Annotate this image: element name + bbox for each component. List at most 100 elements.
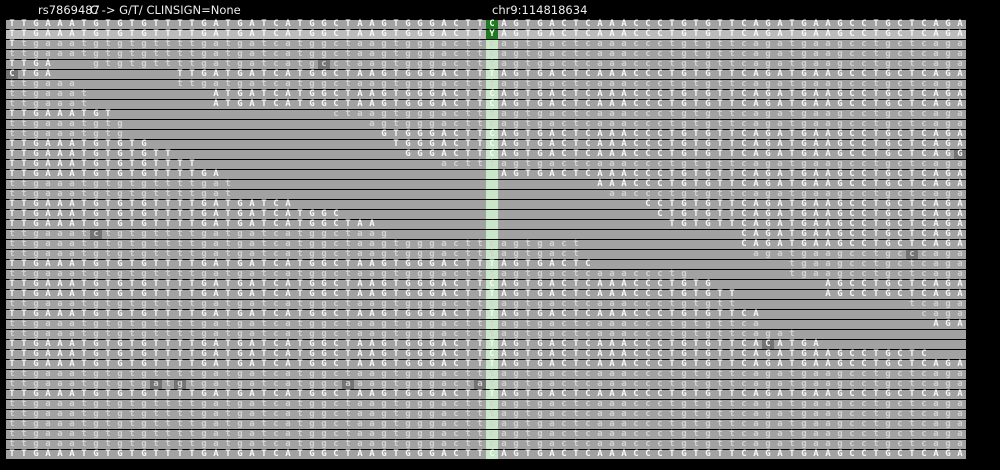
base-cell: c [582, 440, 594, 449]
base-cell: G [510, 150, 522, 159]
base-cell: t [462, 270, 474, 279]
base-cell: G [534, 260, 546, 269]
base-cell: a [750, 420, 762, 429]
base-cell: G [306, 280, 318, 289]
base-cell: t [342, 270, 354, 279]
base-cell: T [870, 90, 882, 99]
base-cell: G [414, 310, 426, 319]
base-cell: a [810, 430, 822, 439]
base-cell: C [270, 290, 282, 299]
base-cell: t [222, 80, 234, 89]
base-cell: c [738, 110, 750, 119]
base-cell: G [798, 230, 810, 239]
base-cell: a [594, 410, 606, 419]
base-cell: G [30, 450, 42, 459]
base-cell: T [6, 390, 18, 399]
base-cell: G [114, 170, 126, 179]
base-cell: G [702, 20, 714, 29]
base-cell: t [126, 60, 138, 69]
base-cell: A [594, 130, 606, 139]
base-cell: T [390, 140, 402, 149]
base-cell: T [690, 30, 702, 39]
base-cell: T [906, 170, 918, 179]
base-cell: A [246, 220, 258, 229]
base-cell: A [354, 260, 366, 269]
base-cell: g [942, 370, 954, 379]
base-cell: T [174, 360, 186, 369]
base-cell: c [846, 110, 858, 119]
base-cell: G [882, 150, 894, 159]
base-cell: g [510, 160, 522, 169]
base-cell: a [54, 40, 66, 49]
base-cell: G [306, 390, 318, 399]
base-cell: A [750, 150, 762, 159]
base-cell: T [162, 170, 174, 179]
base-cell: G [798, 220, 810, 229]
base-cell: T [786, 450, 798, 459]
base-cell: a [618, 410, 630, 419]
base-cell: t [786, 60, 798, 69]
base-cell: t [150, 50, 162, 59]
base-cell: G [426, 20, 438, 29]
base-cell: a [54, 440, 66, 449]
base-cell: G [138, 360, 150, 369]
base-cell: g [90, 380, 102, 389]
base-cell: g [114, 270, 126, 279]
base-cell: c [858, 370, 870, 379]
base-cell: G [510, 350, 522, 359]
base-cell: T [174, 350, 186, 359]
base-cell: g [378, 370, 390, 379]
variant-base-cell: T [486, 70, 498, 79]
base-cell: G [318, 340, 330, 349]
base-cell: T [150, 360, 162, 369]
base-cell: t [714, 300, 726, 309]
base-cell: T [18, 70, 30, 79]
base-cell: a [774, 430, 786, 439]
variant-base-cell [486, 170, 498, 179]
base-cell: g [378, 80, 390, 89]
base-cell: c [858, 400, 870, 409]
base-cell: a [954, 80, 966, 89]
base-cell: g [378, 440, 390, 449]
base-cell: a [366, 380, 378, 389]
base-cell: G [378, 100, 390, 109]
base-cell: c [270, 430, 282, 439]
base-cell: c [330, 380, 342, 389]
base-cell: c [858, 410, 870, 419]
base-cell: A [930, 30, 942, 39]
base-cell: a [438, 40, 450, 49]
base-cell: t [294, 440, 306, 449]
base-cell: c [630, 300, 642, 309]
base-cell: a [594, 380, 606, 389]
base-cell: C [846, 140, 858, 149]
base-cell: t [294, 430, 306, 439]
base-cell: g [90, 300, 102, 309]
base-cell: T [150, 150, 162, 159]
base-cell: g [138, 320, 150, 329]
base-cell: G [798, 30, 810, 39]
base-cell: t [786, 160, 798, 169]
base-cell: G [882, 30, 894, 39]
base-cell: T [870, 350, 882, 359]
base-cell: c [630, 80, 642, 89]
base-cell: g [234, 380, 246, 389]
base-cell: t [462, 330, 474, 339]
base-cell: t [174, 400, 186, 409]
base-cell: T [906, 350, 918, 359]
base-cell: t [162, 50, 174, 59]
base-cell: t [102, 130, 114, 139]
base-cell: a [810, 260, 822, 269]
base-cell: T [294, 340, 306, 349]
base-cell: C [642, 90, 654, 99]
base-cell: G [138, 310, 150, 319]
base-cell: T [174, 340, 186, 349]
base-cell: T [186, 390, 198, 399]
base-cell: T [294, 220, 306, 229]
base-cell: G [90, 280, 102, 289]
base-cell: a [438, 80, 450, 89]
base-cell: G [834, 200, 846, 209]
base-cell: t [150, 400, 162, 409]
base-cell: T [522, 310, 534, 319]
base-cell: g [318, 380, 330, 389]
base-cell: a [438, 60, 450, 69]
